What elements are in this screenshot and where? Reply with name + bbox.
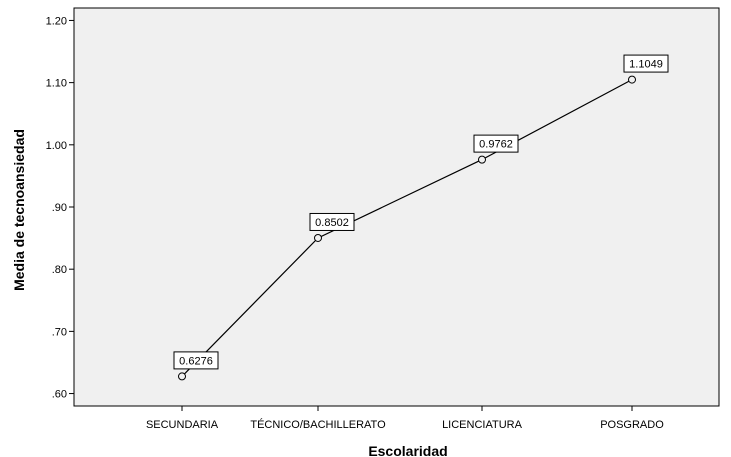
plot-area <box>73 7 720 407</box>
data-point <box>314 233 322 242</box>
data-label-text: 0.9762 <box>479 139 513 151</box>
data-points <box>178 75 636 381</box>
data-point <box>178 372 186 381</box>
series-line <box>181 79 633 377</box>
data-label-text: 0.8502 <box>315 217 349 229</box>
data-label-box <box>623 54 669 73</box>
data-label: 0.6276 <box>173 351 219 370</box>
y-tick-label: .70 <box>52 326 67 338</box>
data-labels: 0.6276 0.8502 0.9762 1.1049 <box>173 54 669 370</box>
data-point <box>478 155 486 164</box>
data-label: 0.8502 <box>309 212 355 231</box>
x-axis-ticks: SECUNDARIA TÉCNICO/BACHILLERATO LICENCIATU… <box>146 406 664 431</box>
data-label: 0.9762 <box>473 134 519 153</box>
data-label-text: 0.6276 <box>179 355 213 367</box>
y-tick-label: .80 <box>52 264 67 276</box>
x-tick-label: POSGRADO <box>600 419 664 431</box>
data-label-box <box>173 351 219 370</box>
data-label-box <box>473 134 519 153</box>
x-tick-label: SECUNDARIA <box>146 419 219 431</box>
y-tick-label: .60 <box>52 389 67 401</box>
data-label: 1.1049 <box>623 54 669 73</box>
x-tick-label: TÉCNICO/BACHILLERATO <box>250 418 386 431</box>
y-tick-label: 1.10 <box>46 78 67 90</box>
y-axis-title: Media de tecnoansiedad <box>11 129 27 291</box>
y-tick-label: 1.00 <box>46 140 67 152</box>
y-tick-label: 1.20 <box>46 15 67 27</box>
x-axis-title: Escolaridad <box>368 443 447 457</box>
data-label-box <box>309 212 355 231</box>
data-point <box>628 75 636 84</box>
y-tick-label: .90 <box>52 202 67 214</box>
y-axis-ticks: .60 .70 .80 .90 1.00 1.10 1.20 <box>46 15 74 401</box>
data-label-text: 1.1049 <box>629 59 663 71</box>
x-tick-label: LICENCIATURA <box>442 419 523 431</box>
